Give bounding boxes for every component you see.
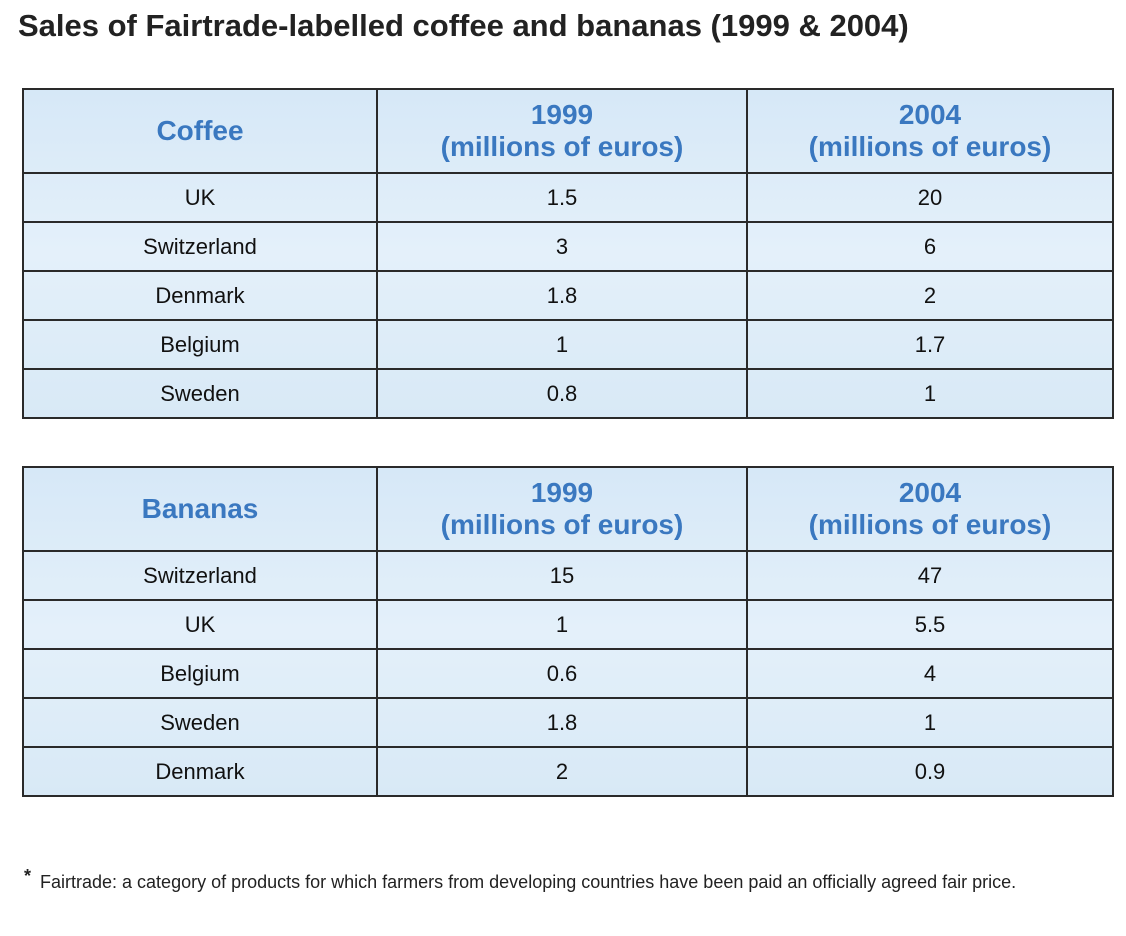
country-cell: Sweden bbox=[22, 368, 378, 419]
country-cell: UK bbox=[22, 599, 378, 650]
header-year: 1999 bbox=[530, 477, 594, 508]
header-row: Bananas 1999 (millions of euros) 2004 (milli… bbox=[22, 466, 1114, 552]
table-row: Sweden 0.8 1 bbox=[22, 368, 1114, 419]
table-row: UK 1.5 20 bbox=[22, 172, 1114, 223]
country-cell: Denmark bbox=[22, 270, 378, 321]
value-cell: 1 bbox=[746, 368, 1114, 419]
table-row: Switzerland 15 47 bbox=[22, 550, 1114, 601]
table-row: Denmark 1.8 2 bbox=[22, 270, 1114, 321]
header-cell: 1999 (millions of euros) bbox=[376, 466, 748, 552]
value-cell: 6 bbox=[746, 221, 1114, 272]
data-table: Bananas 1999 (millions of euros) 2004 (milli… bbox=[22, 466, 1114, 797]
header-year: 2004 bbox=[898, 99, 962, 130]
header-unit: (millions of euros) bbox=[440, 509, 684, 540]
table-row: Sweden 1.8 1 bbox=[22, 697, 1114, 748]
table-row: Belgium 1 1.7 bbox=[22, 319, 1114, 370]
header-year: 1999 bbox=[530, 99, 594, 130]
header-label: Coffee bbox=[22, 88, 378, 174]
header-unit: (millions of euros) bbox=[440, 131, 684, 162]
country-cell: Switzerland bbox=[22, 221, 378, 272]
value-cell: 1.7 bbox=[746, 319, 1114, 370]
page-title: Sales of Fairtrade-labelled coffee and b… bbox=[18, 8, 909, 43]
value-cell: 1 bbox=[746, 697, 1114, 748]
value-cell: 2 bbox=[376, 746, 748, 797]
value-cell: 1.5 bbox=[376, 172, 748, 223]
header-cell: 2004 (millions of euros) bbox=[746, 466, 1114, 552]
value-cell: 0.9 bbox=[746, 746, 1114, 797]
value-cell: 1.8 bbox=[376, 697, 748, 748]
footnote: * Fairtrade: a category of products for … bbox=[24, 866, 1034, 898]
footnote-marker: * bbox=[24, 866, 32, 886]
country-cell: Belgium bbox=[22, 648, 378, 699]
table-row: Denmark 2 0.9 bbox=[22, 746, 1114, 797]
value-cell: 1 bbox=[376, 319, 748, 370]
header-unit: (millions of euros) bbox=[808, 509, 1052, 540]
header-cell: 1999 (millions of euros) bbox=[376, 88, 748, 174]
value-cell: 20 bbox=[746, 172, 1114, 223]
value-cell: 4 bbox=[746, 648, 1114, 699]
country-cell: Sweden bbox=[22, 697, 378, 748]
value-cell: 1 bbox=[376, 599, 748, 650]
table-row: UK 1 5.5 bbox=[22, 599, 1114, 650]
footnote-text: Fairtrade: a category of products for wh… bbox=[40, 872, 1017, 892]
data-table: Coffee 1999 (millions of euros) 2004 (millio… bbox=[22, 88, 1114, 419]
header-row: Coffee 1999 (millions of euros) 2004 (millio… bbox=[22, 88, 1114, 174]
country-cell: Belgium bbox=[22, 319, 378, 370]
table-row: Belgium 0.6 4 bbox=[22, 648, 1114, 699]
value-cell: 0.6 bbox=[376, 648, 748, 699]
header-unit: (millions of euros) bbox=[808, 131, 1052, 162]
value-cell: 2 bbox=[746, 270, 1114, 321]
country-cell: Denmark bbox=[22, 746, 378, 797]
country-cell: Switzerland bbox=[22, 550, 378, 601]
value-cell: 47 bbox=[746, 550, 1114, 601]
country-cell: UK bbox=[22, 172, 378, 223]
value-cell: 1.8 bbox=[376, 270, 748, 321]
value-cell: 0.8 bbox=[376, 368, 748, 419]
value-cell: 15 bbox=[376, 550, 748, 601]
header-year: 2004 bbox=[898, 477, 962, 508]
table-row: Switzerland 3 6 bbox=[22, 221, 1114, 272]
header-cell: 2004 (millions of euros) bbox=[746, 88, 1114, 174]
value-cell: 3 bbox=[376, 221, 748, 272]
value-cell: 5.5 bbox=[746, 599, 1114, 650]
header-label: Bananas bbox=[22, 466, 378, 552]
